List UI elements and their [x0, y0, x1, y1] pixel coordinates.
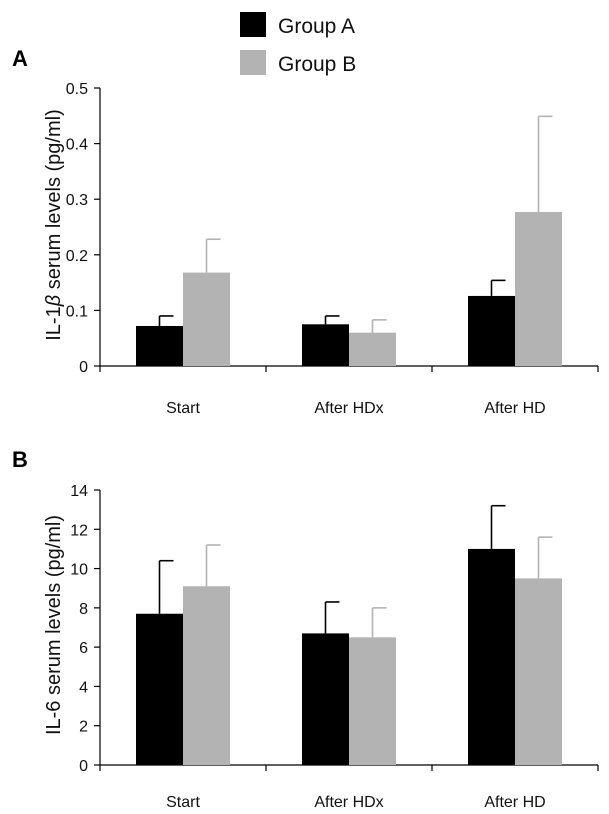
panel-a-y-tick-label: 0.1: [66, 303, 88, 320]
legend: Group A Group B: [240, 12, 356, 76]
panel-a-x-tick-label: After HDx: [314, 400, 383, 417]
panel-b-y-tick-label: 10: [70, 562, 88, 579]
panel-b-bar-group-a-after-hdx: [302, 633, 349, 765]
panel-a-y-label-suffix: serum levels (pg/ml): [43, 109, 65, 295]
panel-a-bar-group-b-after-hdx: [349, 332, 396, 366]
panel-b-x-tick-label: After HD: [484, 794, 545, 811]
panel-b-y-label-prefix: IL-6: [43, 701, 65, 735]
panel-a: A IL-1β serum levels (pg/ml) 0 0.1 0.2 0.3 0…: [12, 46, 599, 417]
panel-a-y-tick-label: 0.5: [66, 81, 88, 98]
panel-b-y-tick-label: 2: [79, 719, 88, 736]
panel-b-bar-group-a-start: [136, 613, 183, 765]
panel-b-y-tick-label: 4: [79, 679, 88, 696]
panel-b-y-tick-label: 0: [79, 758, 88, 775]
panel-a-y-tick-label: 0: [79, 359, 88, 376]
panel-a-bar-group-a-after-hdx: [302, 324, 349, 366]
panel-b: B IL-6 serum levels (pg/ml) 0 2 4 6 8 10 12 14 S…: [12, 447, 599, 811]
panel-b-bar-group-b-start: [183, 586, 230, 765]
panel-a-bar-group-a-after-hd: [468, 295, 515, 366]
panel-b-bar-group-b-after-hdx: [349, 637, 396, 765]
panel-b-y-tick-label: 6: [79, 640, 88, 657]
panel-b-x-tick-label: Start: [166, 794, 200, 811]
panel-b-y-axis-label: IL-6 serum levels (pg/ml): [43, 515, 65, 735]
legend-swatch-group-b: [240, 50, 266, 75]
legend-label-group-a: Group A: [278, 15, 355, 38]
panel-b-bar-group-b-after-hd: [515, 578, 562, 765]
legend-swatch-group-a: [240, 12, 266, 37]
panel-a-y-tick-label: 0.2: [66, 248, 88, 265]
panel-a-y-axis-label: IL-1β serum levels (pg/ml): [43, 109, 65, 341]
panel-a-y-tick-label: 0.4: [66, 137, 88, 154]
legend-label-group-b: Group B: [278, 53, 356, 76]
panel-b-bar-group-a-after-hd: [468, 548, 515, 765]
panel-b-y-tick-label: 8: [79, 601, 88, 618]
panel-b-x-tick-label: After HDx: [314, 794, 383, 811]
panel-b-y-label-suffix: serum levels (pg/ml): [43, 515, 65, 701]
panel-a-bar-group-b-after-hd: [515, 211, 562, 366]
panel-a-y-label-prefix: IL-1: [43, 306, 65, 340]
panel-b-letter: B: [12, 447, 28, 472]
panel-a-x-tick-label: Start: [166, 400, 200, 417]
panel-a-x-tick-label: After HD: [484, 400, 545, 417]
panel-a-bar-group-a-start: [136, 325, 183, 366]
panel-a-letter: A: [12, 46, 28, 71]
panel-a-y-tick-label: 0.3: [66, 192, 88, 209]
panel-a-y-label-symbol: β: [43, 295, 65, 307]
panel-b-y-tick-label: 12: [70, 522, 88, 539]
panel-b-y-tick-label: 14: [70, 483, 88, 500]
panel-a-bar-group-b-start: [183, 272, 230, 366]
